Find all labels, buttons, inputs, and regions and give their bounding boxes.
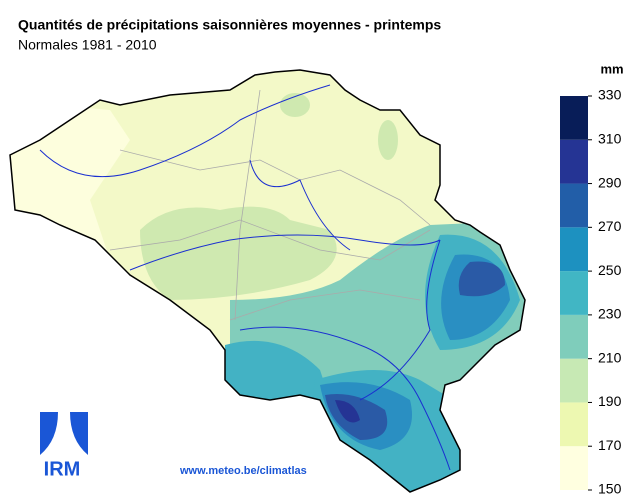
tick-label: 290 [598,174,622,190]
tick-label: 270 [598,218,622,234]
tick-label: 210 [598,349,622,365]
tick-label: 190 [598,393,622,409]
zone [335,400,360,423]
title: Quantités de précipitations saisonnières… [18,17,441,33]
zone [378,120,398,160]
logo: IRM [40,412,88,480]
color-band [560,314,588,359]
color-band [560,139,588,184]
color-band [560,96,588,140]
color-band [560,358,588,403]
url: www.meteo.be/climatlas [179,465,307,477]
tick-label: 150 [598,481,622,497]
color-band [560,183,588,228]
color-band [560,227,588,272]
legend-unit: mm [600,61,623,76]
tick-label: 170 [598,437,622,453]
tick-label: 230 [598,306,622,322]
zone [225,340,330,400]
colorbar: 150 170 190 210 230 250 270 290 310 330 [560,87,622,497]
tick-label: 310 [598,130,622,146]
rivers [39,84,451,471]
color-band [560,271,588,315]
logo-text: IRM [44,458,81,480]
zone [458,261,505,297]
subtitle: Normales 1981 - 2010 [18,37,157,53]
tick-label: 330 [598,87,622,103]
tick-label: 250 [598,262,622,278]
color-band [560,446,588,490]
color-band [560,402,588,447]
